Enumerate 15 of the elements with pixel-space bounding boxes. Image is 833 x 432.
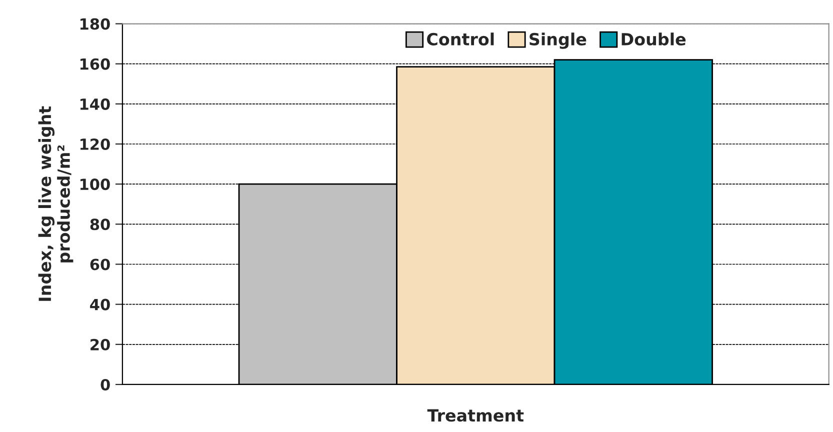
y-tick-label: 180 xyxy=(80,18,110,30)
y-tick-label: 80 xyxy=(90,218,110,230)
legend-label: Control xyxy=(427,32,494,46)
y-tick-label: 0 xyxy=(100,378,110,390)
y-tick-label: 20 xyxy=(90,338,110,350)
y-tick-label: 60 xyxy=(90,258,110,270)
y-tick-label: 40 xyxy=(90,298,110,310)
x-axis-title: Treatment xyxy=(427,409,524,422)
y-axis-title: Index, kg live weight produced/m² xyxy=(38,106,74,301)
legend-label: Double xyxy=(622,32,686,46)
y-tick-label: 140 xyxy=(80,98,110,110)
y-tick-label: 100 xyxy=(80,178,110,190)
legend-label: Single xyxy=(530,32,586,49)
y-tick-label: 120 xyxy=(80,138,110,150)
y-tick-label: 160 xyxy=(80,58,110,70)
